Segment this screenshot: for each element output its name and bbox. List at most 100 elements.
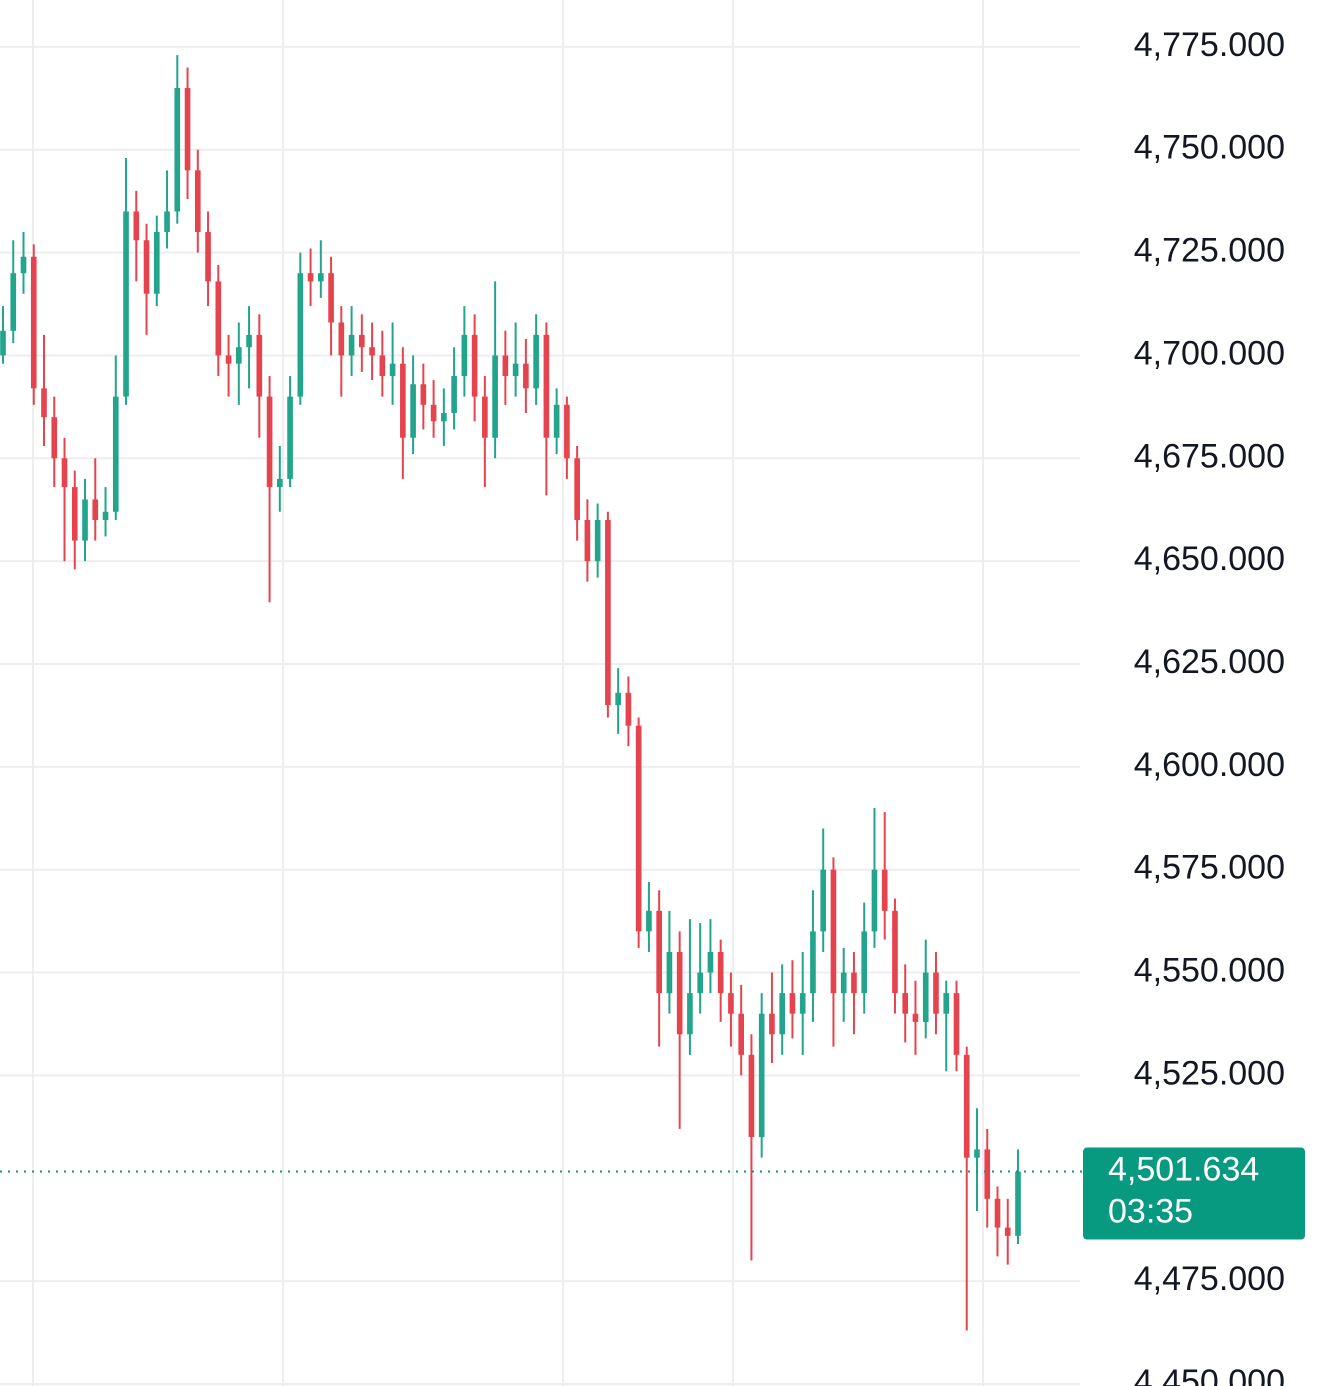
candle-body	[112, 396, 119, 512]
candle-body	[553, 404, 560, 438]
candle-body	[61, 458, 68, 488]
candle-body	[287, 396, 293, 479]
candle-body	[523, 363, 529, 389]
candle-body	[933, 972, 939, 1014]
candle-body	[297, 273, 304, 397]
candle-body	[687, 993, 693, 1035]
candle-body	[328, 273, 334, 323]
candle-body	[625, 692, 632, 726]
y-tick-label: 4,525.000	[1134, 1054, 1285, 1092]
y-tick-label: 4,675.000	[1134, 437, 1285, 475]
candle-body	[994, 1198, 1001, 1228]
candle-body	[738, 1013, 745, 1055]
candle-body	[246, 334, 252, 348]
candle-body	[748, 1054, 755, 1138]
candle-body	[71, 487, 78, 541]
candle-body	[810, 931, 816, 994]
candle-body	[235, 347, 242, 364]
candle-body	[953, 993, 960, 1055]
candle-body	[338, 322, 345, 356]
candle-body	[451, 376, 457, 414]
candle-body	[543, 334, 550, 438]
candle-body	[369, 347, 375, 356]
candle-body	[225, 355, 232, 364]
candle-body	[533, 334, 539, 389]
countdown-label: 03:35	[1108, 1193, 1193, 1231]
candle-body	[441, 413, 447, 422]
candle-body	[912, 1013, 919, 1022]
candle-body	[769, 1013, 775, 1035]
candle-body	[605, 520, 611, 706]
candle-body	[594, 520, 601, 562]
candle-body	[799, 993, 806, 1014]
candle-body	[359, 334, 365, 348]
candle-body	[20, 256, 27, 274]
y-tick-label: 4,775.000	[1134, 26, 1285, 64]
candle-body	[922, 972, 929, 1022]
candle-body	[266, 396, 273, 488]
candle-body	[184, 88, 191, 171]
last-price-box	[1083, 1147, 1305, 1240]
candle-body	[646, 910, 652, 932]
y-tick-label: 4,575.000	[1134, 849, 1285, 887]
candle-body	[51, 417, 58, 459]
y-tick-label: 4,650.000	[1134, 540, 1285, 578]
candle-body	[153, 232, 160, 294]
candle-body	[615, 692, 621, 706]
candle-body	[1015, 1171, 1021, 1236]
candle-body	[840, 972, 847, 994]
candle-body	[420, 384, 427, 405]
candle-body	[728, 993, 734, 1014]
candle-body	[215, 281, 222, 356]
candle-body	[502, 355, 509, 377]
candle-body	[102, 511, 109, 521]
candle-body	[194, 170, 201, 233]
candle-body	[758, 1013, 765, 1138]
candle-body	[779, 993, 786, 1035]
y-tick-label: 4,475.000	[1134, 1260, 1285, 1298]
y-tick-label: 4,550.000	[1134, 952, 1285, 990]
candle-body	[379, 355, 386, 377]
candle-body	[0, 330, 6, 356]
candle-body	[256, 334, 263, 397]
candle-body	[174, 88, 181, 212]
candle-body	[717, 951, 724, 994]
candle-body	[482, 396, 488, 438]
candle-body	[389, 363, 396, 377]
candle-body	[92, 499, 99, 521]
candle-body	[707, 951, 714, 973]
candle-body	[471, 334, 478, 397]
candle-body	[10, 273, 17, 331]
candle-body	[205, 232, 211, 282]
candle-body	[666, 951, 673, 994]
candle-body	[789, 993, 796, 1014]
candle-body	[697, 972, 703, 994]
candle-body	[30, 256, 37, 389]
candle-body	[1004, 1227, 1011, 1236]
candle-body	[133, 211, 140, 241]
candle-body	[974, 1149, 980, 1158]
candle-body	[492, 355, 498, 438]
candle-body	[461, 334, 468, 377]
candle-body	[82, 499, 88, 541]
candle-body	[676, 951, 683, 1035]
candle-body	[143, 240, 150, 294]
candle-body	[348, 334, 355, 356]
candle-body	[871, 869, 878, 932]
candle-body	[564, 404, 570, 459]
candle-body	[963, 1054, 970, 1158]
y-tick-label: 4,625.000	[1134, 643, 1285, 681]
candle-body	[574, 458, 580, 521]
candle-body	[400, 363, 406, 438]
candle-body	[584, 520, 591, 562]
y-tick-label: 4,750.000	[1134, 129, 1285, 167]
candle-body	[410, 384, 416, 438]
candle-body	[881, 869, 888, 911]
y-tick-label: 4,600.000	[1134, 746, 1285, 784]
candle-body	[276, 478, 283, 488]
candle-body	[820, 869, 827, 932]
candle-body	[164, 211, 170, 233]
y-tick-label: 4,700.000	[1134, 334, 1285, 372]
candle-body	[851, 972, 857, 994]
y-tick-label: 4,725.000	[1134, 232, 1285, 270]
